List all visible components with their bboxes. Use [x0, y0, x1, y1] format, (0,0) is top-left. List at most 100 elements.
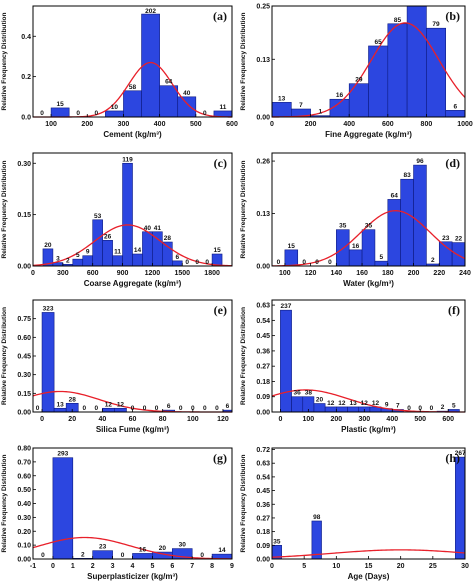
histogram-bar	[122, 162, 133, 267]
count-label: 202	[145, 8, 156, 15]
x-tick-label: 100	[45, 121, 57, 128]
x-tick-label: 200	[330, 416, 342, 423]
panel-label: (f)	[448, 303, 460, 317]
x-axis-label: Plastic (kg/m³)	[341, 425, 396, 434]
chart-panel: 13 7 1 16 29 65 85 79 6 0 200 400 600 800 1000 0.00 0.13…	[240, 4, 473, 140]
histogram-bar	[177, 96, 197, 118]
x-axis-label: Age (Days)	[348, 572, 390, 581]
count-label: 0	[302, 259, 306, 266]
count-label: 0	[95, 405, 99, 412]
x-tick-label: 1000	[457, 121, 473, 128]
x-tick-label: 0	[51, 563, 55, 570]
plot-frame	[271, 447, 466, 560]
count-label: 13	[278, 95, 286, 102]
count-label: 11	[114, 249, 121, 256]
plot-frame	[32, 152, 233, 267]
x-tick-label: 120	[305, 270, 317, 277]
histogram-bar	[451, 242, 466, 267]
histogram-bar	[271, 102, 292, 118]
fit-curve	[271, 549, 466, 558]
y-tick-label: 0.75	[17, 316, 31, 323]
x-tick-label: 80	[159, 416, 167, 423]
histogram-bar	[361, 229, 376, 267]
histogram-bar	[41, 312, 55, 413]
count-label: 0	[191, 405, 195, 412]
count-label: 10	[111, 104, 119, 111]
y-tick-label: 0.30	[17, 161, 31, 168]
count-label: 9	[385, 402, 389, 409]
histogram-bar	[114, 407, 127, 413]
fit-curve	[271, 22, 466, 118]
y-tick-label: 0.09	[256, 394, 270, 401]
count-label: 0	[82, 405, 86, 412]
histogram-bar	[313, 403, 326, 413]
y-tick-label: 0.45	[256, 488, 270, 495]
count-label: 119	[122, 156, 133, 163]
y-tick-label: 0.20	[17, 529, 31, 536]
count-label: 12	[338, 400, 346, 407]
count-label: 9	[86, 249, 90, 256]
count-label: 0	[185, 259, 189, 266]
y-tick-label: 0.0	[21, 115, 31, 122]
histogram-bar	[102, 240, 113, 267]
x-tick-label: 220	[433, 270, 445, 277]
x-tick-label: 500	[414, 416, 426, 423]
count-label: 323	[43, 305, 54, 312]
x-tick-label: 200	[305, 121, 317, 128]
histogram-bar	[455, 456, 466, 560]
histogram-bar	[400, 178, 414, 267]
count-label: 98	[313, 514, 321, 521]
y-tick-label: 0.15	[17, 391, 31, 398]
count-label: 0	[40, 110, 44, 117]
histogram-bar	[347, 406, 360, 413]
x-tick-label: 140	[330, 270, 342, 277]
count-label: 16	[139, 546, 147, 553]
x-tick-label: -1	[30, 563, 36, 570]
y-axis-label: Relative Frequency Distribution	[240, 307, 247, 405]
plot-frame	[271, 5, 466, 118]
count-label: 38	[305, 390, 313, 397]
y-tick-label: 0.00	[256, 410, 270, 417]
x-tick-label: 300	[358, 416, 370, 423]
y-tick-label: 0.00	[256, 115, 270, 122]
y-tick-label: 0.60	[17, 335, 31, 342]
y-tick-label: 0.00	[17, 410, 31, 417]
x-tick-label: 180	[382, 270, 394, 277]
plot-frame	[271, 299, 466, 413]
count-label: 16	[352, 243, 360, 250]
x-tick-label: 1	[71, 563, 75, 570]
histogram-bar	[112, 255, 123, 267]
x-tick-label: 0	[270, 563, 274, 570]
x-tick-label: 5	[302, 563, 306, 570]
count-label: 0	[407, 405, 411, 412]
count-label: 28	[164, 235, 172, 242]
x-tick-label: 900	[117, 270, 129, 277]
histogram-bar	[374, 260, 389, 267]
count-label: 6	[175, 254, 179, 261]
x-axis-label: Silica Fume (kg/m³)	[96, 425, 170, 434]
count-label: 0	[203, 405, 207, 412]
x-tick-label: 5	[150, 563, 154, 570]
histogram-bar	[387, 23, 408, 118]
histogram-bar	[348, 249, 363, 267]
count-label: 0	[143, 405, 147, 412]
x-tick-label: 6	[170, 563, 174, 570]
y-tick-label: 0.72	[256, 447, 270, 454]
y-tick-label: 0.45	[17, 354, 31, 361]
x-axis-label: Coarse Aggregate (kg/m³)	[84, 279, 182, 288]
x-tick-label: 240	[459, 270, 471, 277]
histogram-bar	[280, 309, 292, 413]
fit-curve	[32, 224, 233, 267]
count-label: 0	[205, 259, 209, 266]
count-label: 65	[375, 39, 383, 46]
y-tick-label: 0.50	[17, 487, 31, 494]
x-tick-label: 0	[40, 416, 44, 423]
count-label: 1	[318, 109, 322, 116]
count-label: 26	[104, 233, 112, 240]
y-tick-label: 0.70	[17, 459, 31, 466]
count-label: 36	[294, 390, 302, 397]
x-tick-label: 4	[131, 563, 135, 570]
